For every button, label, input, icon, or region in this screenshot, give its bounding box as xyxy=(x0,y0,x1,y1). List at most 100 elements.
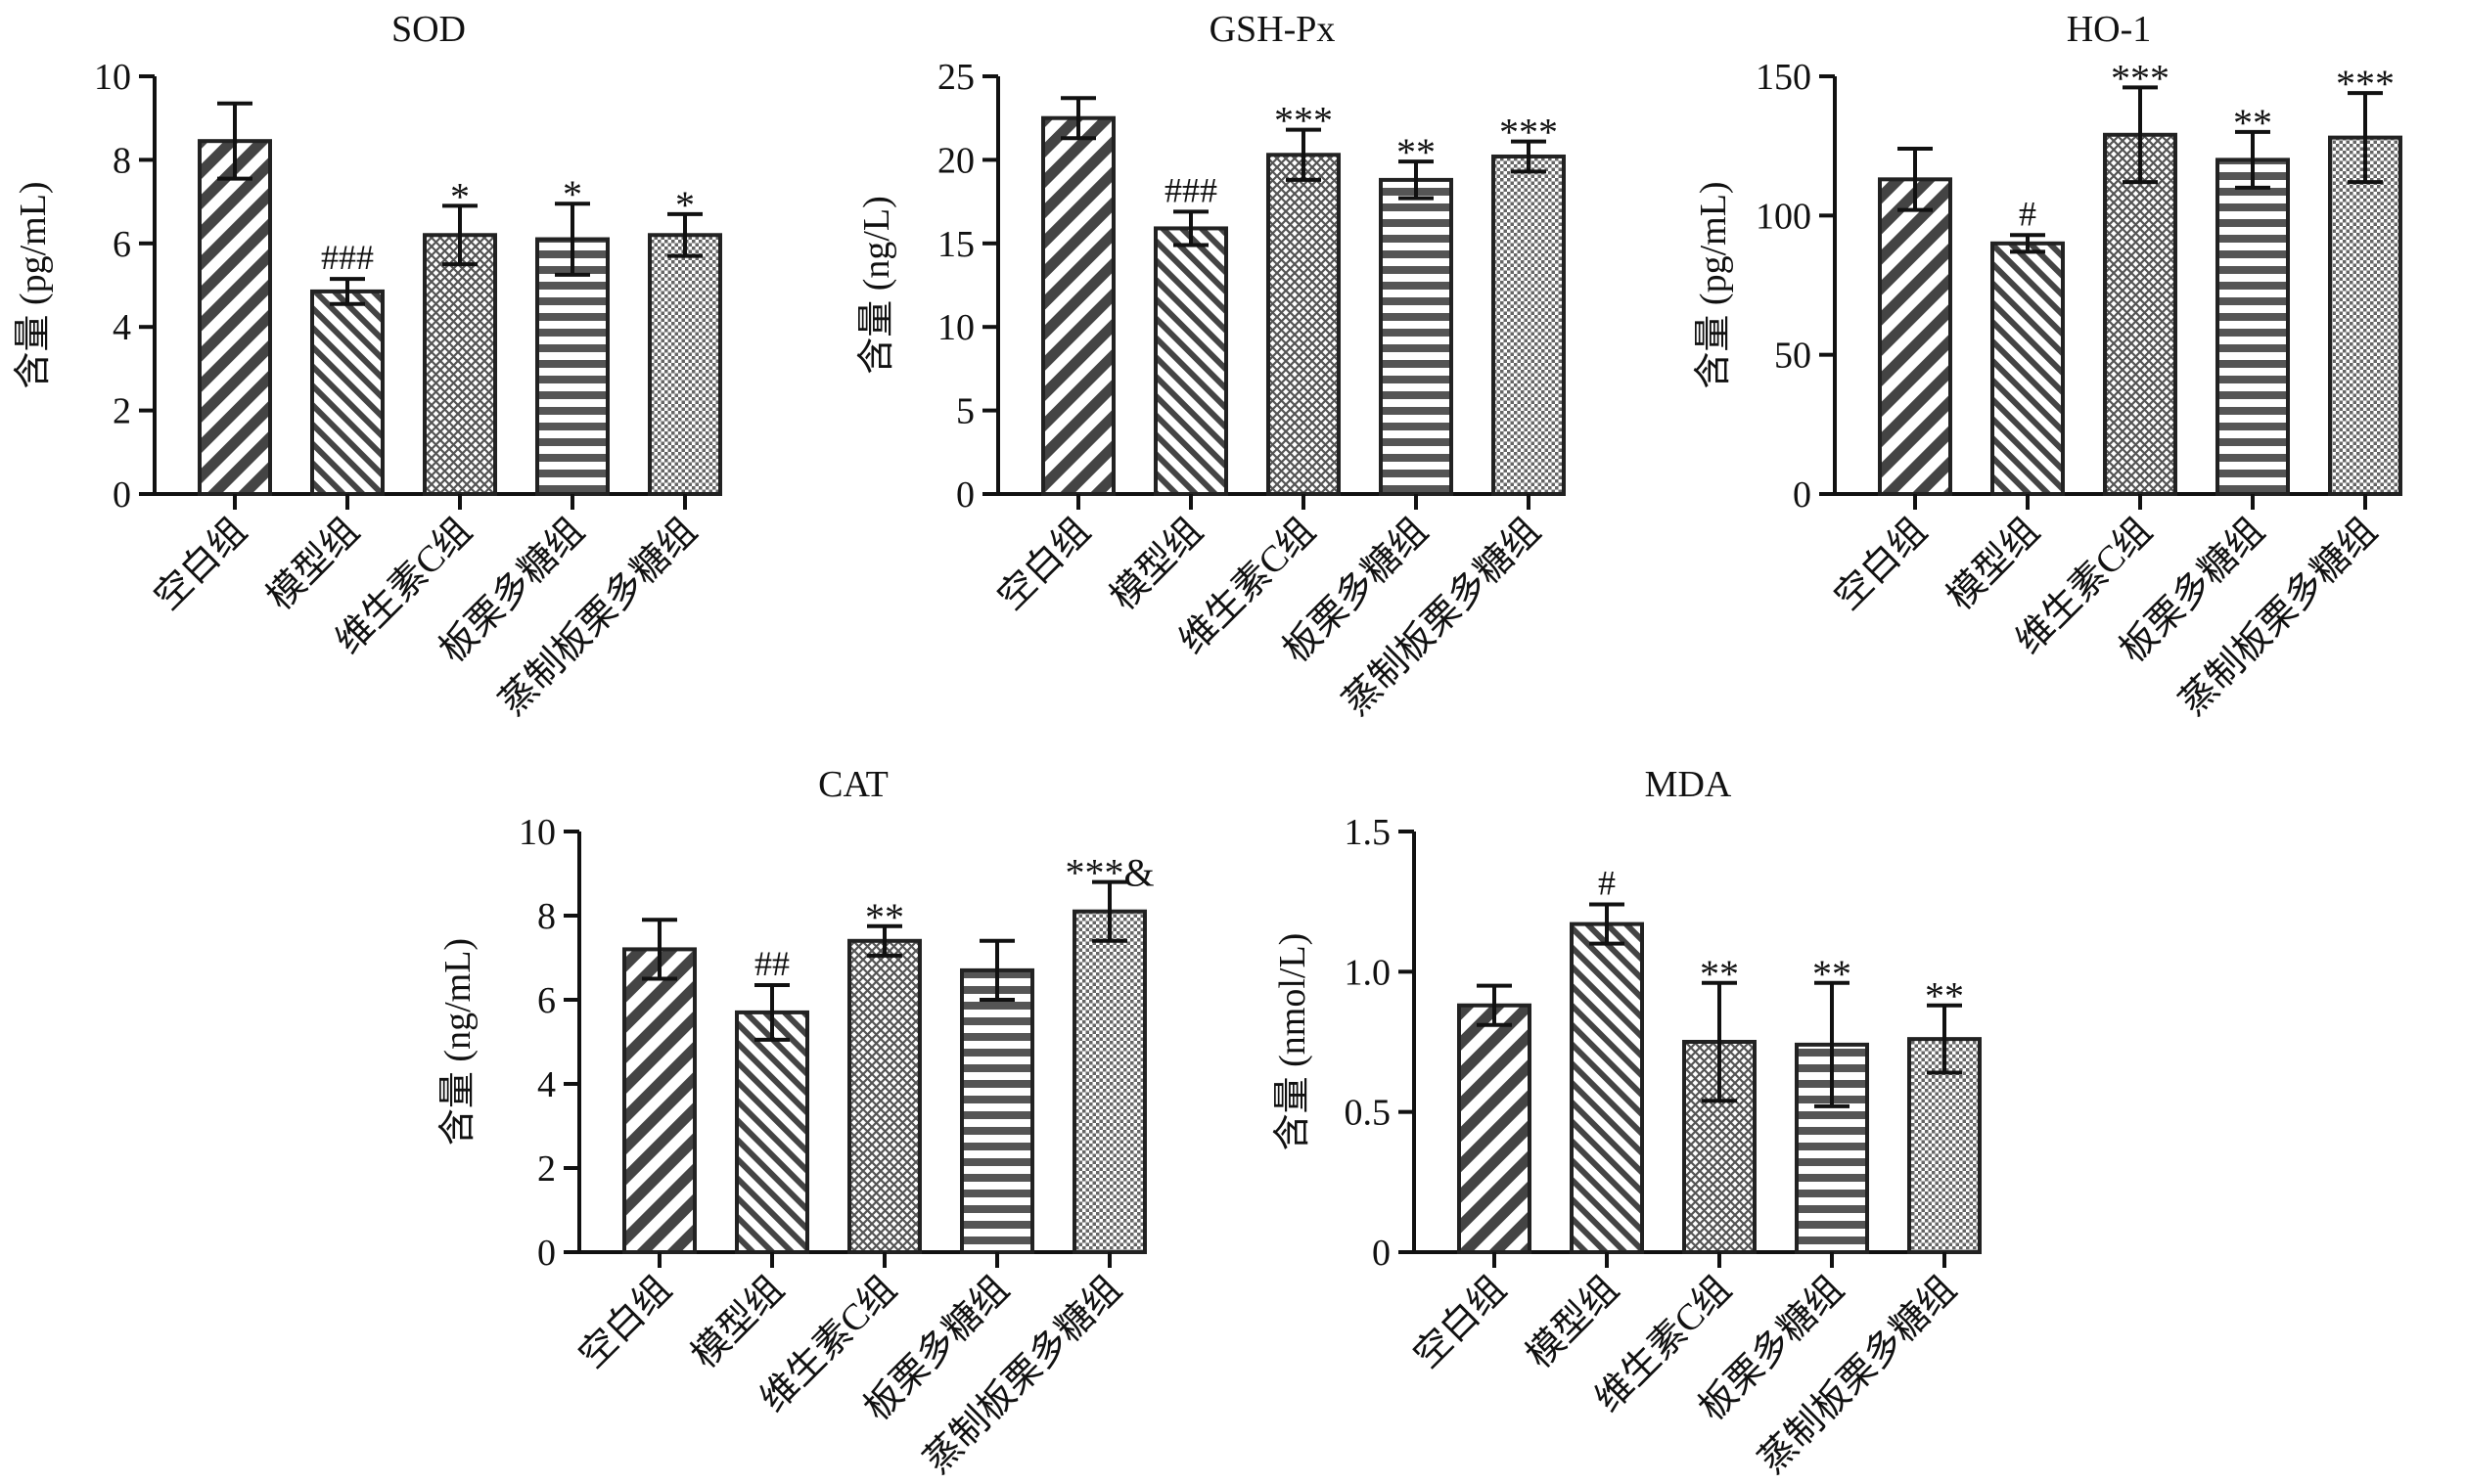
error-bar xyxy=(555,202,590,277)
error-bar xyxy=(1173,209,1209,247)
significance-label: * xyxy=(675,183,695,227)
bar-1 xyxy=(1878,177,1952,496)
error-bar xyxy=(442,203,478,267)
x-tick-label: 模型组 xyxy=(1519,1269,1626,1376)
y-tick-label: 1.5 xyxy=(1345,812,1392,853)
y-axis-label: 含量 (pg/mL) xyxy=(13,181,54,388)
y-tick-label: 150 xyxy=(1756,57,1811,98)
y-tick-label: 8 xyxy=(537,896,556,937)
significance-label: ### xyxy=(321,238,374,277)
x-tick-label: 空白组 xyxy=(571,1269,679,1376)
significance-label: ### xyxy=(1164,170,1217,209)
bar-3 xyxy=(2103,132,2177,496)
y-axis-label: 含量 (nmol/L) xyxy=(1272,933,1313,1151)
y-tick-label: 1.0 xyxy=(1345,952,1392,993)
error-bar xyxy=(2348,91,2383,185)
x-tick-label: 模型组 xyxy=(259,511,367,618)
bar-5 xyxy=(1073,909,1147,1254)
error-bar xyxy=(1814,980,1850,1108)
y-tick-label: 0 xyxy=(956,474,975,516)
y-tick-label: 5 xyxy=(956,391,975,432)
x-tick-label: 空白组 xyxy=(147,511,254,618)
chart-title: SOD xyxy=(391,9,466,50)
chart-title: CAT xyxy=(818,764,889,805)
error-bar xyxy=(1286,127,1321,182)
chart-title: HO-1 xyxy=(2067,9,2152,50)
significance-label: * xyxy=(450,174,470,218)
bar-4 xyxy=(535,237,610,496)
y-tick-label: 10 xyxy=(519,812,556,853)
significance-label: ** xyxy=(1812,952,1851,996)
y-tick-label: 8 xyxy=(113,140,131,181)
x-tick-label: 蒸制板栗多糖组 xyxy=(1752,1269,1965,1479)
error-bar xyxy=(1589,902,1624,946)
error-bar xyxy=(1927,1003,1962,1075)
bar-4 xyxy=(960,967,1034,1255)
bar-4 xyxy=(2215,157,2290,496)
y-axis-label: 含量 (ng/mL) xyxy=(437,938,479,1146)
error-bar xyxy=(1061,96,1096,141)
error-bar xyxy=(1702,980,1737,1103)
x-tick-label: 模型组 xyxy=(1940,511,2047,618)
chart-title: GSH-Px xyxy=(1210,9,1336,50)
significance-label: *** xyxy=(1274,99,1333,143)
y-axis-label: 含量 (pg/mL) xyxy=(1693,181,1734,388)
bar-2 xyxy=(1154,226,1228,496)
significance-label: *** xyxy=(2111,56,2169,100)
error-bar xyxy=(1477,983,1512,1027)
significance-label: ** xyxy=(1925,974,1964,1018)
error-bar xyxy=(1511,139,1546,174)
y-tick-label: 4 xyxy=(537,1064,556,1105)
y-tick-label: 20 xyxy=(937,140,975,181)
significance-label: ***& xyxy=(1065,851,1154,895)
y-tick-label: 2 xyxy=(537,1148,556,1190)
bar-2 xyxy=(310,289,385,496)
y-tick-label: 6 xyxy=(113,224,131,265)
error-bar xyxy=(2123,85,2158,185)
y-tick-label: 2 xyxy=(113,391,131,432)
x-tick-label: 模型组 xyxy=(684,1269,792,1376)
error-bar xyxy=(1398,159,1434,201)
significance-label: ** xyxy=(865,895,904,939)
y-axis-label: 含量 (ng/L) xyxy=(856,196,897,375)
y-tick-label: 10 xyxy=(937,307,975,348)
bar-3 xyxy=(1266,153,1341,496)
bar-1 xyxy=(1457,1003,1531,1254)
significance-label: # xyxy=(1598,864,1616,903)
error-bar xyxy=(867,923,902,958)
x-tick-label: 蒸制板栗多糖组 xyxy=(917,1269,1130,1479)
bar-2 xyxy=(1570,922,1644,1254)
significance-label: ## xyxy=(754,944,790,983)
bar-3 xyxy=(423,233,497,496)
error-bar xyxy=(980,938,1015,1002)
significance-label: ** xyxy=(1396,130,1436,174)
significance-label: *** xyxy=(1499,111,1558,155)
error-bar xyxy=(1092,879,1127,943)
chart-title: MDA xyxy=(1645,764,1732,805)
y-tick-label: 0 xyxy=(113,474,131,516)
significance-label: # xyxy=(2019,194,2036,233)
error-bar xyxy=(642,918,677,981)
y-tick-label: 10 xyxy=(94,57,131,98)
significance-label: * xyxy=(563,172,582,216)
bar-2 xyxy=(1990,241,2065,497)
error-bar xyxy=(330,277,365,306)
bar-4 xyxy=(1379,177,1453,496)
y-tick-label: 6 xyxy=(537,980,556,1021)
y-tick-label: 4 xyxy=(113,307,131,348)
x-tick-label: 空白组 xyxy=(990,511,1098,618)
bar-1 xyxy=(622,947,697,1255)
y-tick-label: 0.5 xyxy=(1345,1093,1392,1134)
y-tick-label: 0 xyxy=(1372,1233,1391,1274)
bar-5 xyxy=(1907,1037,1982,1254)
bar-2 xyxy=(735,1010,809,1255)
error-bar xyxy=(1897,147,1933,212)
error-bar xyxy=(667,211,703,258)
bar-1 xyxy=(1041,115,1116,496)
significance-label: *** xyxy=(2336,62,2395,106)
